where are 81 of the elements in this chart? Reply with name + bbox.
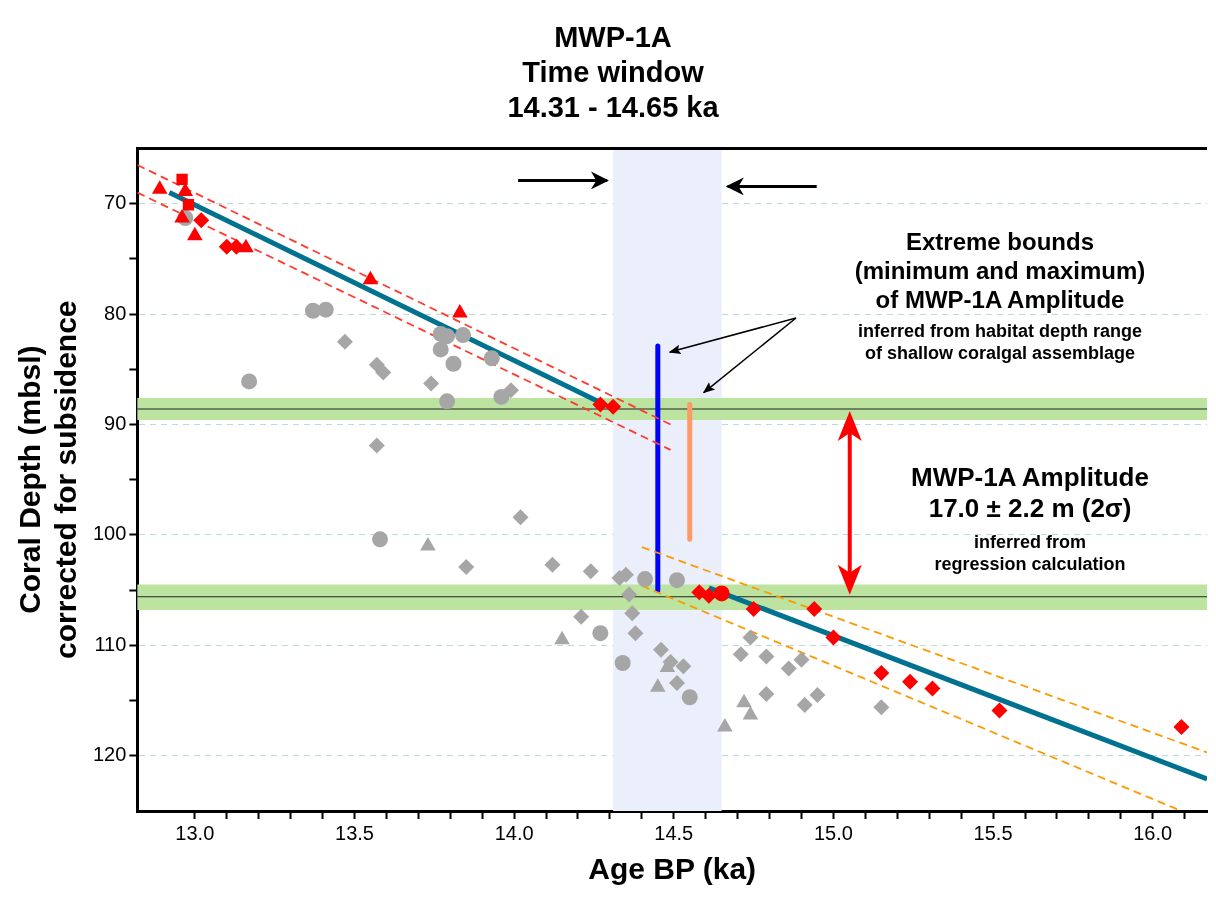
point bbox=[780, 660, 797, 677]
point bbox=[241, 373, 258, 390]
point bbox=[368, 437, 385, 454]
point bbox=[1173, 719, 1190, 736]
point bbox=[605, 398, 622, 415]
y-tick-label: 110 bbox=[94, 632, 127, 655]
point bbox=[238, 238, 254, 253]
point bbox=[439, 393, 456, 410]
y-tick-label: 100 bbox=[92, 522, 127, 545]
point bbox=[493, 388, 510, 405]
point bbox=[174, 208, 190, 223]
point bbox=[614, 655, 631, 672]
point bbox=[176, 173, 188, 185]
point bbox=[991, 702, 1008, 719]
point bbox=[445, 355, 462, 372]
point bbox=[439, 328, 456, 345]
point bbox=[592, 625, 609, 642]
point bbox=[627, 625, 644, 642]
point bbox=[452, 303, 468, 318]
x-tick-label: 16.0 bbox=[1133, 821, 1173, 844]
x-axis-title: Age BP (ka) bbox=[588, 852, 757, 886]
point bbox=[873, 699, 890, 716]
point bbox=[423, 375, 440, 392]
annotation: inferred from regression calculation bbox=[933, 532, 1127, 576]
point bbox=[375, 364, 392, 381]
point bbox=[372, 531, 389, 548]
point bbox=[742, 629, 759, 646]
point bbox=[637, 571, 654, 588]
point bbox=[713, 585, 730, 602]
annotation: inferred from habitat depth range of shallow coralgal assemblage bbox=[857, 321, 1143, 365]
point bbox=[675, 658, 692, 675]
chart-title: MWP-1A Time window 14.31 - 14.65 ka bbox=[507, 21, 720, 123]
point bbox=[806, 600, 823, 617]
x-tick-label: 14.0 bbox=[494, 821, 534, 844]
annotation: MWP-1A Amplitude 17.0 ± 2.2 m (2σ) bbox=[910, 462, 1150, 525]
point bbox=[758, 648, 775, 665]
point bbox=[317, 301, 334, 318]
point bbox=[193, 212, 210, 229]
point bbox=[902, 673, 919, 690]
x-tick-label: 13.5 bbox=[335, 821, 374, 844]
y-tick-label: 70 bbox=[104, 191, 127, 214]
point bbox=[681, 689, 698, 706]
point bbox=[873, 664, 890, 681]
annotation: Extreme bounds (minimum and maximum) of MWP-1A Amplitude bbox=[853, 228, 1147, 315]
point bbox=[668, 674, 685, 691]
point bbox=[582, 563, 599, 580]
point bbox=[336, 333, 353, 350]
point bbox=[592, 396, 609, 413]
point bbox=[187, 226, 203, 241]
point bbox=[151, 180, 168, 194]
x-tick-label: 13.0 bbox=[175, 821, 215, 844]
x-tick-label: 15.0 bbox=[813, 821, 853, 844]
point bbox=[662, 653, 679, 670]
point bbox=[745, 600, 762, 617]
point bbox=[624, 605, 641, 622]
point bbox=[732, 646, 749, 663]
point bbox=[653, 641, 670, 658]
point bbox=[455, 327, 472, 344]
point bbox=[796, 696, 813, 713]
point bbox=[182, 199, 195, 211]
x-tick-label: 15.5 bbox=[973, 821, 1013, 844]
x-tick-label: 14.5 bbox=[654, 821, 694, 844]
point bbox=[512, 509, 529, 526]
point bbox=[458, 558, 475, 575]
point bbox=[483, 350, 500, 367]
point bbox=[758, 685, 775, 702]
point bbox=[432, 341, 449, 358]
point bbox=[668, 572, 685, 589]
y-tick-label: 90 bbox=[104, 412, 127, 434]
y-tick-label: 120 bbox=[92, 743, 127, 766]
point bbox=[700, 587, 717, 604]
point bbox=[362, 270, 379, 285]
point bbox=[809, 687, 826, 704]
point bbox=[793, 651, 810, 668]
point bbox=[573, 608, 590, 625]
point bbox=[825, 629, 842, 646]
point bbox=[924, 680, 941, 697]
y-tick-label: 80 bbox=[104, 301, 127, 324]
y-axis-title: Coral Depth (mbsl) corrected for subsidence bbox=[13, 300, 83, 659]
point bbox=[621, 586, 638, 603]
point bbox=[544, 556, 561, 573]
